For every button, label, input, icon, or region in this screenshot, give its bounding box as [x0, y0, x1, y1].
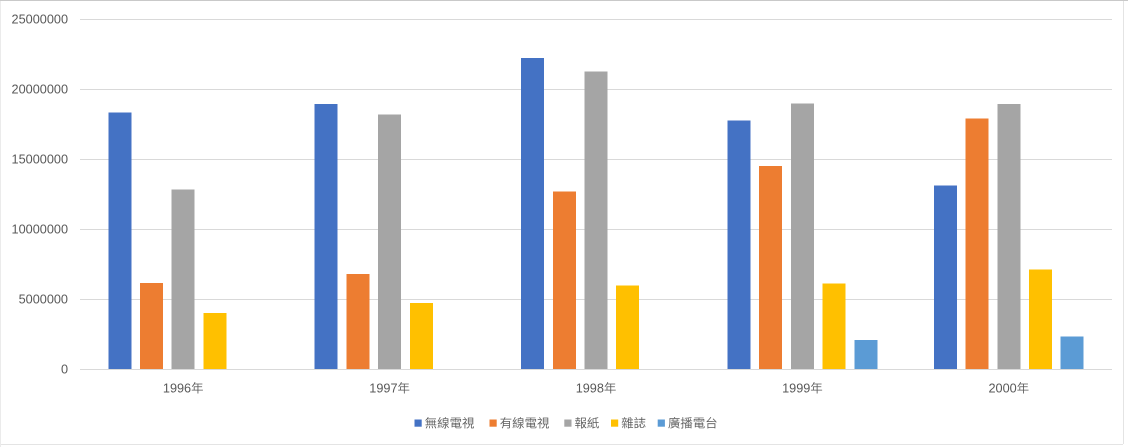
svg-text:0: 0 — [61, 363, 68, 377]
svg-text:1996: 1996 — [163, 382, 191, 396]
svg-text:1998: 1998 — [576, 382, 604, 396]
svg-text:15000000: 15000000 — [12, 153, 68, 167]
svg-text:1997: 1997 — [369, 382, 397, 396]
svg-text:5000000: 5000000 — [19, 293, 68, 307]
svg-text:1999: 1999 — [782, 382, 810, 396]
svg-text:20000000: 20000000 — [12, 83, 68, 97]
svg-text:25000000: 25000000 — [12, 13, 68, 27]
svg-text:2000: 2000 — [989, 382, 1017, 396]
svg-text:10000000: 10000000 — [12, 223, 68, 237]
